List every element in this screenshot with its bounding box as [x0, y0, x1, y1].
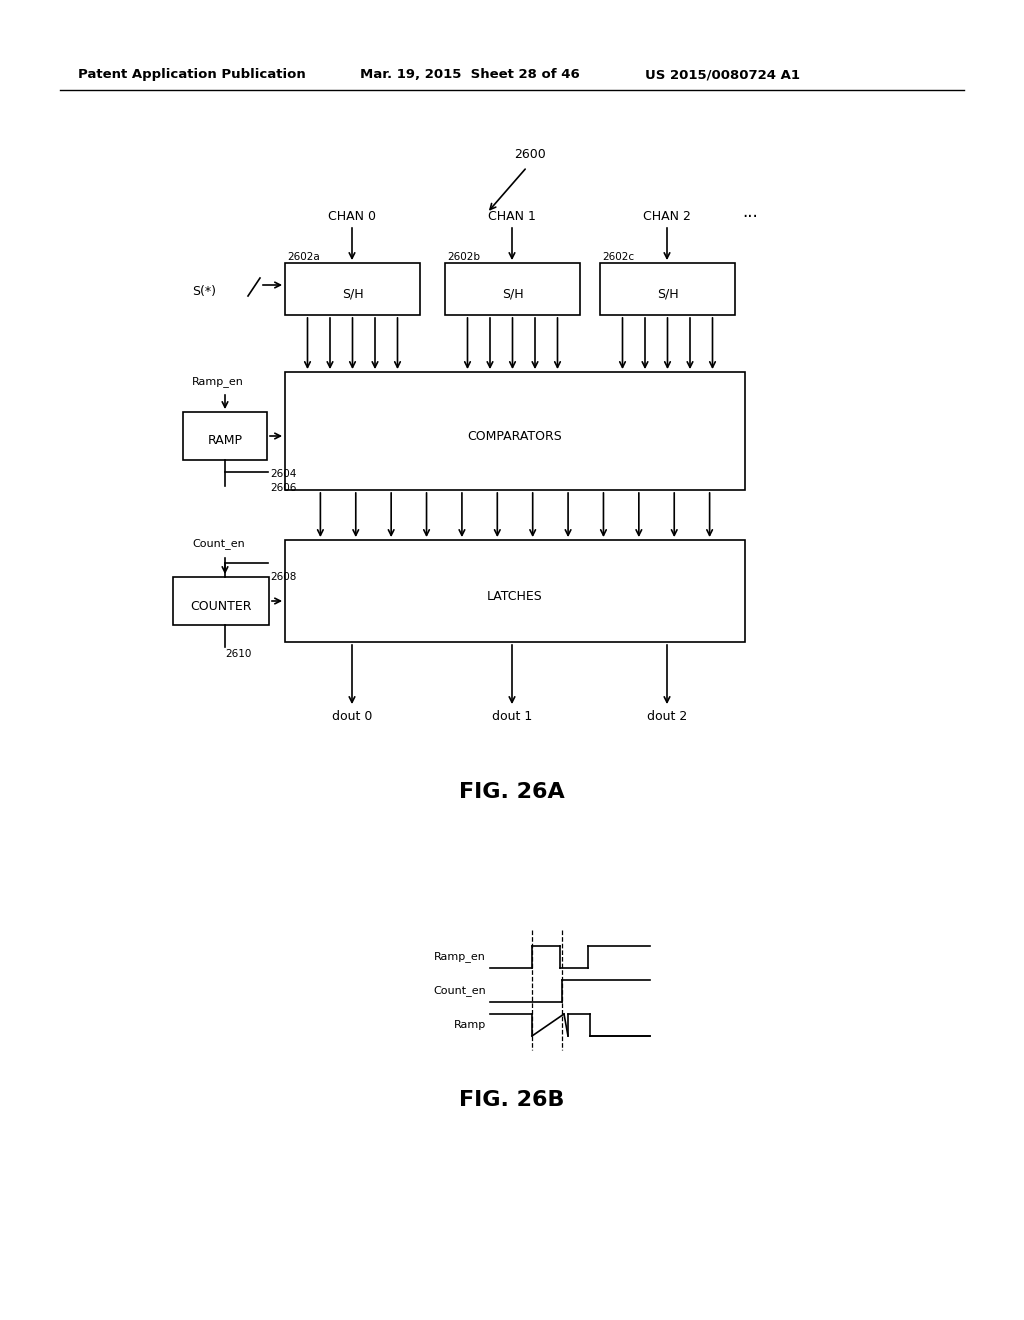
- Text: ···: ···: [742, 209, 758, 226]
- Text: Patent Application Publication: Patent Application Publication: [78, 69, 306, 81]
- Bar: [183, 412, 267, 459]
- Text: S/H: S/H: [342, 288, 364, 301]
- Text: 2608: 2608: [270, 572, 296, 582]
- Text: CHAN 2: CHAN 2: [643, 210, 691, 223]
- Text: 2610: 2610: [225, 649, 251, 659]
- Bar: [445, 263, 580, 315]
- Text: Count_en: Count_en: [433, 986, 486, 997]
- Bar: [285, 372, 745, 490]
- Bar: [173, 577, 269, 624]
- Text: S/H: S/H: [502, 288, 523, 301]
- Text: FIG. 26A: FIG. 26A: [459, 781, 565, 803]
- Text: CHAN 0: CHAN 0: [328, 210, 376, 223]
- Text: 2600: 2600: [514, 148, 546, 161]
- Text: dout 2: dout 2: [647, 710, 687, 723]
- Text: Ramp_en: Ramp_en: [434, 952, 486, 962]
- Text: dout 1: dout 1: [492, 710, 532, 723]
- Text: US 2015/0080724 A1: US 2015/0080724 A1: [645, 69, 800, 81]
- Text: dout 0: dout 0: [332, 710, 372, 723]
- Bar: [600, 263, 735, 315]
- Text: Mar. 19, 2015  Sheet 28 of 46: Mar. 19, 2015 Sheet 28 of 46: [360, 69, 580, 81]
- Text: 2606: 2606: [270, 483, 296, 492]
- Text: CHAN 1: CHAN 1: [488, 210, 536, 223]
- Text: S/H: S/H: [656, 288, 678, 301]
- Bar: [285, 263, 420, 315]
- Bar: [285, 540, 745, 642]
- Text: S(*): S(*): [193, 285, 216, 297]
- Text: 2604: 2604: [270, 469, 296, 479]
- Text: RAMP: RAMP: [208, 434, 243, 447]
- Text: 2602b: 2602b: [447, 252, 480, 261]
- Text: Ramp_en: Ramp_en: [193, 376, 244, 387]
- Text: LATCHES: LATCHES: [487, 590, 543, 603]
- Text: COMPARATORS: COMPARATORS: [468, 430, 562, 444]
- Text: 2602a: 2602a: [287, 252, 319, 261]
- Text: FIG. 26B: FIG. 26B: [459, 1090, 565, 1110]
- Text: COUNTER: COUNTER: [190, 599, 252, 612]
- Text: 2602c: 2602c: [602, 252, 634, 261]
- Text: Count_en: Count_en: [193, 539, 245, 549]
- Text: Ramp: Ramp: [454, 1020, 486, 1030]
